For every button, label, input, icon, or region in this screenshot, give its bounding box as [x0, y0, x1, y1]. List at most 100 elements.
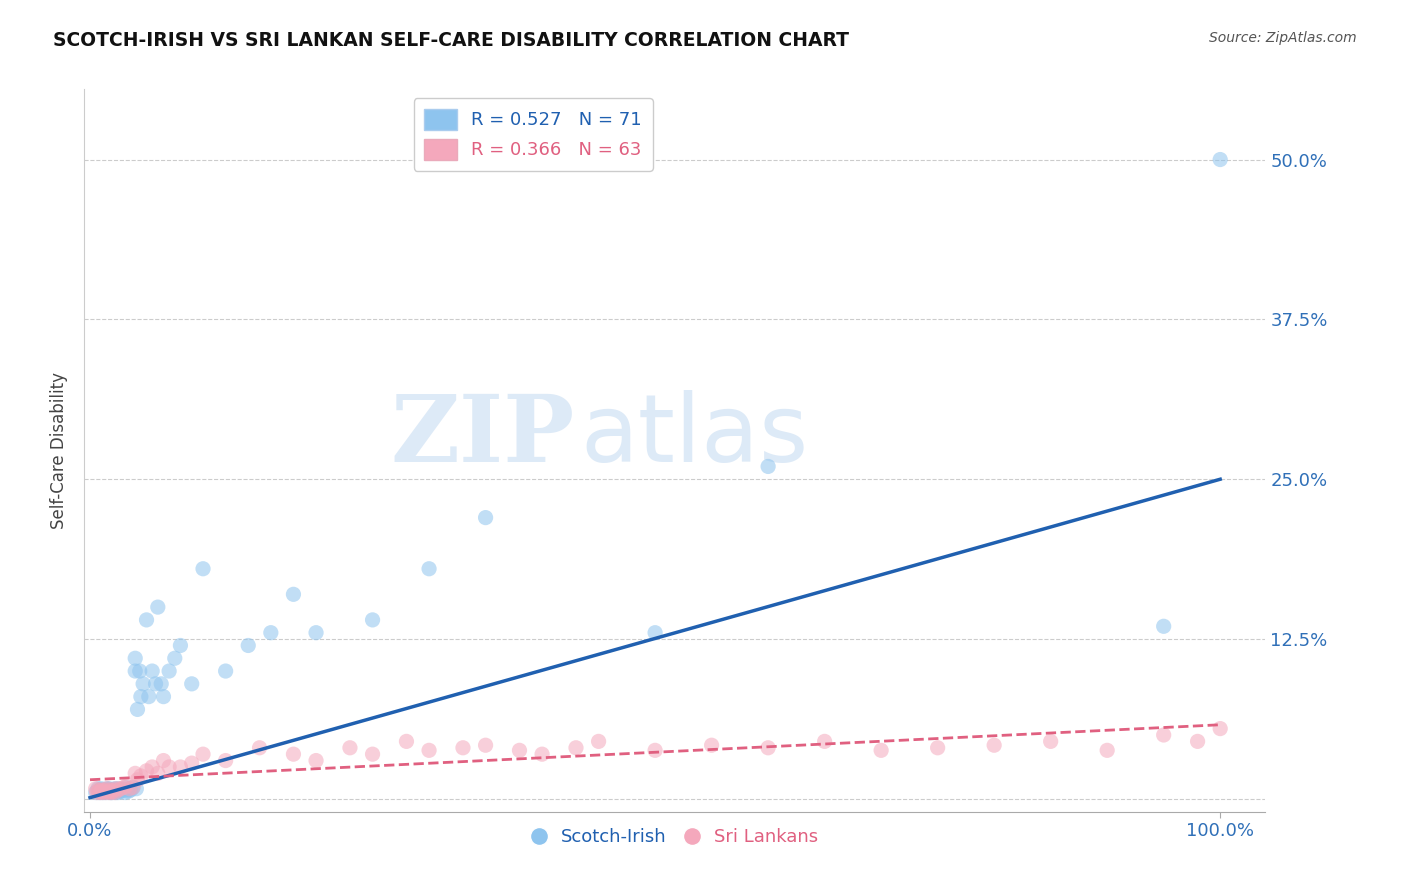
Point	[111, 783, 134, 797]
Point	[117, 783, 139, 797]
Point	[101, 784, 124, 798]
Point	[114, 785, 136, 799]
Point	[105, 781, 128, 796]
Point	[152, 690, 174, 704]
Point	[124, 651, 146, 665]
Point	[89, 783, 111, 797]
Point	[305, 754, 328, 768]
Point	[870, 743, 893, 757]
Point	[90, 785, 112, 799]
Point	[104, 783, 127, 797]
Point	[1095, 743, 1118, 757]
Point	[146, 600, 169, 615]
Point	[214, 664, 236, 678]
Point	[93, 784, 115, 798]
Point	[531, 747, 554, 761]
Point	[118, 781, 141, 796]
Point	[110, 784, 132, 798]
Point	[1153, 728, 1175, 742]
Point	[418, 562, 440, 576]
Point	[115, 780, 138, 795]
Point	[361, 747, 384, 761]
Point	[150, 677, 173, 691]
Point	[87, 783, 110, 797]
Point	[105, 785, 128, 799]
Point	[124, 766, 146, 780]
Point	[107, 785, 129, 799]
Point	[191, 562, 214, 576]
Point	[361, 613, 384, 627]
Point	[107, 783, 129, 797]
Point	[90, 783, 112, 797]
Legend: Scotch-Irish, Sri Lankans: Scotch-Irish, Sri Lankans	[524, 821, 825, 854]
Point	[122, 780, 145, 795]
Point	[97, 784, 120, 798]
Point	[93, 784, 115, 798]
Point	[129, 690, 152, 704]
Text: atlas: atlas	[581, 390, 808, 482]
Point	[152, 754, 174, 768]
Point	[508, 743, 530, 757]
Point	[138, 690, 160, 704]
Point	[339, 740, 361, 755]
Point	[117, 784, 139, 798]
Point	[260, 625, 283, 640]
Point	[84, 785, 107, 799]
Point	[169, 639, 191, 653]
Point	[135, 764, 157, 778]
Point	[756, 740, 779, 755]
Point	[145, 677, 167, 691]
Point	[100, 785, 122, 799]
Point	[127, 702, 149, 716]
Text: SCOTCH-IRISH VS SRI LANKAN SELF-CARE DISABILITY CORRELATION CHART: SCOTCH-IRISH VS SRI LANKAN SELF-CARE DIS…	[53, 31, 849, 50]
Point	[115, 779, 138, 793]
Point	[98, 783, 121, 797]
Point	[98, 785, 121, 799]
Point	[395, 734, 418, 748]
Point	[101, 785, 124, 799]
Point	[112, 780, 135, 795]
Point	[238, 639, 260, 653]
Text: Source: ZipAtlas.com: Source: ZipAtlas.com	[1209, 31, 1357, 45]
Point	[124, 664, 146, 678]
Point	[112, 783, 135, 797]
Point	[132, 677, 155, 691]
Point	[107, 781, 129, 796]
Point	[141, 760, 163, 774]
Point	[983, 738, 1005, 752]
Point	[1209, 722, 1232, 736]
Point	[96, 781, 118, 796]
Point	[214, 754, 236, 768]
Point	[169, 760, 191, 774]
Point	[94, 785, 117, 799]
Point	[110, 781, 132, 796]
Point	[129, 769, 152, 783]
Point	[1153, 619, 1175, 633]
Point	[87, 784, 110, 798]
Point	[305, 625, 328, 640]
Y-axis label: Self-Care Disability: Self-Care Disability	[51, 372, 69, 529]
Point	[700, 738, 723, 752]
Point	[93, 785, 115, 799]
Point	[93, 783, 115, 797]
Point	[104, 785, 127, 799]
Point	[103, 784, 125, 798]
Point	[128, 664, 150, 678]
Point	[98, 785, 121, 799]
Point	[90, 784, 112, 798]
Point	[1187, 734, 1209, 748]
Point	[180, 677, 202, 691]
Point	[283, 587, 305, 601]
Point	[96, 785, 118, 799]
Point	[122, 780, 145, 795]
Point	[249, 740, 271, 755]
Point	[91, 785, 114, 799]
Point	[120, 783, 142, 797]
Point	[756, 459, 779, 474]
Text: ZIP: ZIP	[391, 391, 575, 481]
Point	[105, 784, 128, 798]
Point	[451, 740, 474, 755]
Point	[644, 625, 666, 640]
Point	[1209, 153, 1232, 167]
Point	[103, 783, 125, 797]
